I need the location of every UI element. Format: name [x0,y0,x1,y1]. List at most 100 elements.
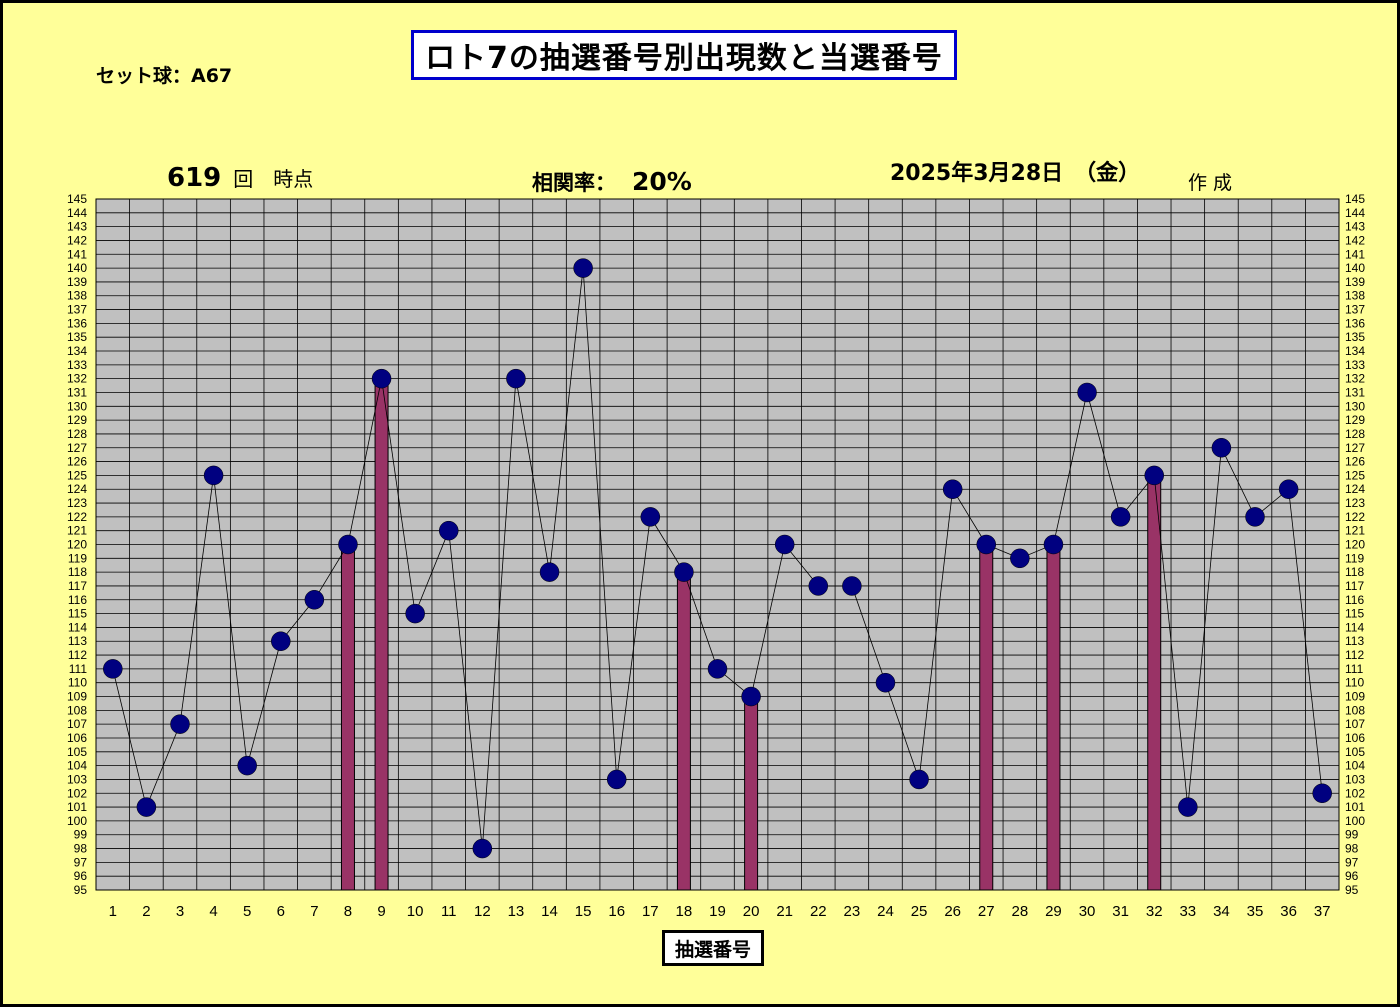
y-tick-label-right: 119 [1345,551,1364,565]
y-tick-label-right: 128 [1345,427,1365,441]
y-tick-label-left: 145 [67,192,87,206]
x-tick-label: 24 [877,903,894,920]
x-tick-label: 30 [1079,903,1096,920]
count-marker [1312,783,1332,804]
y-tick-label-left: 95 [74,883,88,897]
y-tick-label-left: 96 [74,869,88,883]
y-tick-label-right: 142 [1345,233,1365,247]
count-marker [741,686,761,707]
y-tick-label-left: 111 [69,662,88,676]
y-tick-label-left: 130 [67,399,87,413]
y-tick-label-left: 136 [67,316,87,330]
x-tick-label: 8 [344,903,352,920]
x-tick-label: 5 [243,903,251,920]
count-marker [573,258,593,278]
x-tick-label: 4 [209,903,217,920]
count-marker [1077,382,1097,403]
x-tick-label: 31 [1112,903,1129,920]
winning-bar [1046,544,1061,891]
y-tick-label-left: 109 [67,690,87,704]
correlation: 相関率： 20% [532,167,692,197]
y-tick-label-left: 122 [67,510,87,524]
count-marker [405,603,425,624]
x-tick-label: 20 [743,903,760,920]
x-tick-label: 6 [277,903,285,920]
y-tick-label-right: 129 [1345,413,1365,427]
y-tick-label-left: 141 [67,247,87,261]
x-tick-label: 36 [1280,903,1297,920]
y-tick-label-left: 138 [67,289,87,303]
y-tick-label-right: 103 [1345,772,1365,786]
x-tick-label: 9 [377,903,385,920]
y-tick-label-right: 106 [1345,731,1365,745]
x-tick-label: 13 [508,903,525,920]
y-tick-label-right: 114 [1345,620,1364,634]
x-tick-label: 32 [1146,903,1163,920]
y-tick-label-right: 143 [1345,220,1365,234]
x-tick-label: 10 [407,903,424,920]
y-tick-label-right: 124 [1345,482,1365,496]
x-tick-label: 26 [944,903,961,920]
x-tick-label: 2 [142,903,150,920]
count-marker [909,769,929,790]
x-tick-label: 3 [176,903,184,920]
count-marker [808,576,829,596]
y-tick-label-left: 132 [67,372,87,386]
x-tick-label: 18 [676,903,693,920]
y-tick-label-right: 110 [1345,676,1364,690]
x-tick-label: 16 [608,903,625,920]
count-marker [1110,507,1131,527]
winning-bar [1147,474,1162,891]
x-tick-label: 37 [1314,903,1331,920]
y-tick-label-left: 131 [67,385,87,399]
y-tick-label-right: 99 [1345,828,1359,842]
y-tick-label-right: 102 [1345,786,1365,800]
count-marker [1043,534,1064,555]
winning-bar [979,544,994,891]
count-marker [539,562,560,582]
count-marker [1178,797,1198,817]
y-tick-label-right: 139 [1345,275,1365,289]
x-tick-label: 7 [310,903,318,920]
x-tick-label: 19 [709,903,726,920]
set-ball-label: セット球：A67 [96,65,233,87]
winning-bar [340,544,355,891]
draw-info: 619 回 時点 [167,163,313,193]
x-axis-label: 抽選番号 [662,930,764,966]
y-tick-label-right: 107 [1345,717,1365,731]
y-tick-label-right: 130 [1345,399,1365,413]
count-marker [875,672,896,693]
y-tick-label-left: 118 [68,565,87,579]
correlation-value: 20% [632,167,692,196]
y-tick-label-left: 119 [68,551,87,565]
x-tick-label: 21 [776,903,793,920]
y-tick-label-left: 105 [67,745,87,759]
y-tick-label-right: 101 [1345,800,1365,814]
count-marker [774,534,795,555]
x-tick-label: 27 [978,903,995,920]
count-marker [1144,465,1164,486]
y-tick-label-left: 103 [67,772,87,786]
x-tick-label: 28 [1012,903,1029,920]
x-tick-label: 14 [541,903,558,920]
y-tick-label-right: 115 [1345,607,1364,621]
y-tick-label-left: 108 [67,703,87,717]
count-marker [338,534,358,555]
count-marker [1010,548,1030,569]
y-tick-label-left: 142 [67,233,87,247]
y-tick-label-left: 99 [74,828,88,842]
x-tick-label: 33 [1179,903,1196,920]
x-tick-label: 15 [575,903,592,920]
y-tick-label-left: 120 [67,538,87,552]
y-tick-label-left: 112 [68,648,87,662]
y-tick-label-right: 145 [1345,192,1365,206]
y-tick-label-right: 116 [1345,593,1364,607]
y-tick-label-right: 132 [1345,372,1365,386]
count-marker [674,562,694,582]
y-tick-label-left: 143 [67,220,87,234]
y-tick-label-left: 97 [74,855,88,869]
y-tick-label-right: 105 [1345,745,1365,759]
count-marker [237,755,257,776]
count-marker [103,659,123,679]
y-tick-label-left: 127 [67,441,87,455]
